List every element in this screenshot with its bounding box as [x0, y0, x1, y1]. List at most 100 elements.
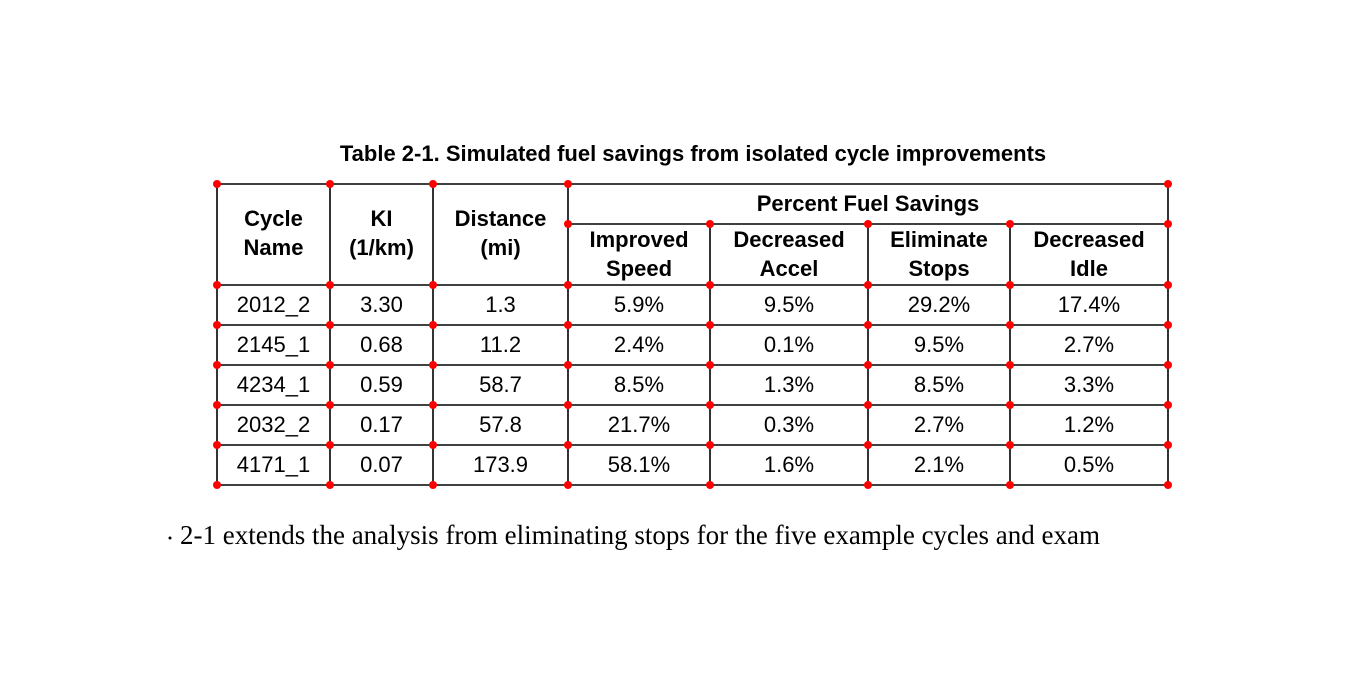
- grid-point: [326, 401, 334, 409]
- grid-point: [864, 220, 872, 228]
- table-cell: 173.9: [473, 452, 528, 477]
- grid-point: [706, 481, 714, 489]
- grid-point: [429, 180, 437, 188]
- grid-point: [1164, 441, 1172, 449]
- column-header: Accel: [760, 256, 819, 281]
- grid-point: [326, 180, 334, 188]
- table-cell: 9.5%: [764, 292, 814, 317]
- column-header: Decreased: [1033, 227, 1144, 252]
- grid-point: [564, 180, 572, 188]
- column-header: (1/km): [349, 235, 414, 260]
- grid-point: [706, 441, 714, 449]
- table-cell: 3.30: [360, 292, 403, 317]
- table-cell: 5.9%: [614, 292, 664, 317]
- table-cell: 3.3%: [1064, 372, 1114, 397]
- table-cell: 2.1%: [914, 452, 964, 477]
- grid-point: [1006, 361, 1014, 369]
- grid-point: [864, 361, 872, 369]
- table-cell: 4234_1: [237, 372, 310, 397]
- column-header: Stops: [908, 256, 969, 281]
- table-cell: 17.4%: [1058, 292, 1120, 317]
- table-cell: 0.07: [360, 452, 403, 477]
- clipped-glyph: [168, 536, 172, 540]
- table-title: Table 2-1. Simulated fuel savings from i…: [340, 141, 1046, 166]
- grid-point: [864, 321, 872, 329]
- grid-point: [706, 361, 714, 369]
- grid-point: [213, 281, 221, 289]
- grid-point: [326, 361, 334, 369]
- table-cell: 1.3: [485, 292, 516, 317]
- grid-point: [1164, 220, 1172, 228]
- grid-point: [706, 401, 714, 409]
- table-cell: 2145_1: [237, 332, 310, 357]
- table-cell: 2.7%: [1064, 332, 1114, 357]
- table-cell: 4171_1: [237, 452, 310, 477]
- grid-point: [564, 401, 572, 409]
- grid-point: [706, 321, 714, 329]
- table-cell: 58.1%: [608, 452, 670, 477]
- grid-point: [1164, 281, 1172, 289]
- table-cell: 2.7%: [914, 412, 964, 437]
- grid-point: [1164, 361, 1172, 369]
- grid-point: [213, 441, 221, 449]
- table-cell: 0.68: [360, 332, 403, 357]
- grid-point: [429, 441, 437, 449]
- table-cell: 0.3%: [764, 412, 814, 437]
- grid-point: [213, 481, 221, 489]
- table-cell: 1.3%: [764, 372, 814, 397]
- grid-point: [706, 281, 714, 289]
- table-cell: 0.17: [360, 412, 403, 437]
- grid-point: [1006, 481, 1014, 489]
- grid-point: [564, 220, 572, 228]
- grid-point: [429, 281, 437, 289]
- table-cell: 0.5%: [1064, 452, 1114, 477]
- table-cell: 21.7%: [608, 412, 670, 437]
- column-header: Eliminate: [890, 227, 988, 252]
- grid-point: [1164, 401, 1172, 409]
- table-cell: 9.5%: [914, 332, 964, 357]
- grid-point: [429, 321, 437, 329]
- grid-point: [1164, 321, 1172, 329]
- grid-point: [213, 180, 221, 188]
- table-cell: 0.1%: [764, 332, 814, 357]
- grid-point: [864, 281, 872, 289]
- table-cell: 0.59: [360, 372, 403, 397]
- group-header: Percent Fuel Savings: [757, 191, 980, 216]
- grid-point: [864, 441, 872, 449]
- grid-point: [326, 441, 334, 449]
- column-header: Cycle: [244, 206, 303, 231]
- column-header: KI: [371, 206, 393, 231]
- table-cell: 2.4%: [614, 332, 664, 357]
- table-cell: 57.8: [479, 412, 522, 437]
- grid-point: [1006, 281, 1014, 289]
- grid-point: [429, 361, 437, 369]
- grid-point: [326, 321, 334, 329]
- grid-point: [1006, 321, 1014, 329]
- grid-point: [564, 321, 572, 329]
- grid-point: [1164, 481, 1172, 489]
- column-header: Improved: [589, 227, 688, 252]
- table-cell: 1.6%: [764, 452, 814, 477]
- grid-point: [429, 401, 437, 409]
- grid-point: [1164, 180, 1172, 188]
- grid-point: [864, 401, 872, 409]
- table-cell: 8.5%: [914, 372, 964, 397]
- grid-point: [213, 401, 221, 409]
- table-cell: 29.2%: [908, 292, 970, 317]
- table-cell: 1.2%: [1064, 412, 1114, 437]
- table-cell: 8.5%: [614, 372, 664, 397]
- table-cell: 11.2: [480, 332, 521, 357]
- column-header: Idle: [1070, 256, 1108, 281]
- grid-point: [429, 481, 437, 489]
- table-cell: 58.7: [479, 372, 522, 397]
- table-cell: 2032_2: [237, 412, 310, 437]
- column-header: Speed: [606, 256, 672, 281]
- column-header: Distance: [455, 206, 547, 231]
- grid-point: [564, 481, 572, 489]
- grid-point: [564, 441, 572, 449]
- grid-point: [213, 361, 221, 369]
- grid-point: [1006, 220, 1014, 228]
- column-header: (mi): [480, 235, 520, 260]
- grid-point: [1006, 441, 1014, 449]
